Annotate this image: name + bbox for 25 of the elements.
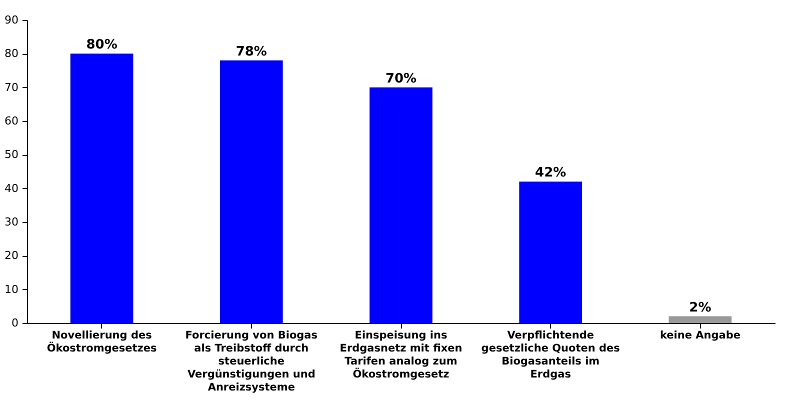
bar [668,316,732,323]
y-tick-label: 70 [4,80,18,94]
x-tick-label: Einspeisung ins Erdgasnetz mit fixen Tarifen analog zum Ökostromgesetz [340,330,462,380]
bar [519,182,582,323]
y-tick-label: 90 [4,14,18,26]
x-tick-label: Novellierung des Ökostromgesetzes [46,330,157,354]
y-tick-label: 30 [4,216,18,228]
data-label: 42% [535,166,566,181]
y-tick-label: 50 [4,148,18,162]
y-tick-label: 10 [4,282,18,296]
data-label: 78% [236,44,267,60]
data-label: 2% [689,300,712,316]
x-tick-label: Verpflichtende gesetzliche Quoten des Biogasanteils im Erdgas [481,330,620,380]
data-label: 70% [385,71,417,86]
x-tick-label: keine Angabe [660,330,740,342]
y-tick-label: 60 [4,114,18,128]
x-tick-label: Forcierung von Biogas als Treibstoff durch steuerliche Vergünstigungen und Anreizsysteme [185,330,318,394]
bar [370,87,432,323]
y-tick-label: 20 [4,249,18,262]
bar [70,54,134,323]
y-tick-label: 40 [4,182,18,195]
y-tick-label: 0 [12,316,18,330]
bar [220,60,283,323]
data-label: 80% [86,38,118,53]
y-tick-label: 80 [4,47,18,60]
